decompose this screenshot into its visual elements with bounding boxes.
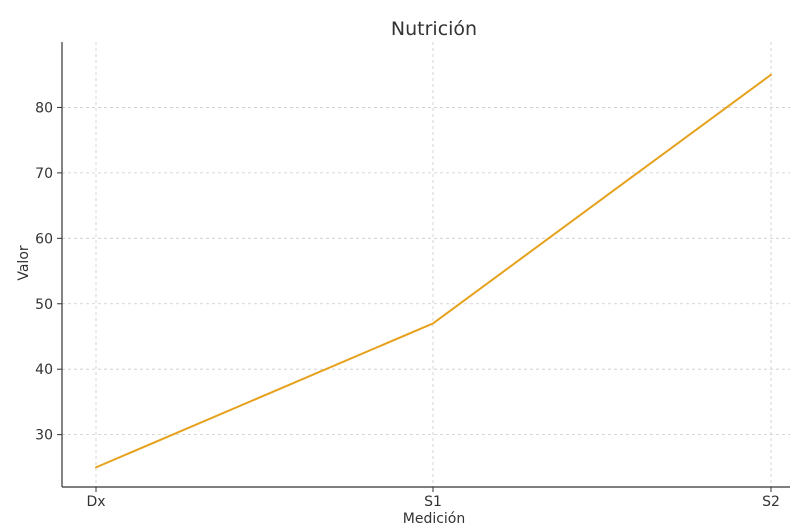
axes-layer [61,42,790,488]
chart-title: Nutrición [391,18,477,40]
y-tick-label: 70 [35,166,53,182]
y-tick-label: 40 [35,362,53,378]
series-line [95,73,772,469]
y-axis-label: Valor [16,245,32,281]
y-tick-label: 60 [35,231,53,247]
x-tick-label: S2 [762,494,780,510]
ticks-layer: 30 40 50 60 70 80 Dx S1 S2 [35,100,780,510]
x-tick-label: Dx [86,494,105,510]
series-layer [95,73,772,469]
y-tick-label: 30 [35,428,53,444]
x-tick-label: S1 [424,494,442,510]
y-tick-label: 80 [35,100,53,116]
y-tick-label: 50 [35,297,53,313]
grid-layer [62,42,790,487]
x-axis-label: Medición [403,511,466,525]
